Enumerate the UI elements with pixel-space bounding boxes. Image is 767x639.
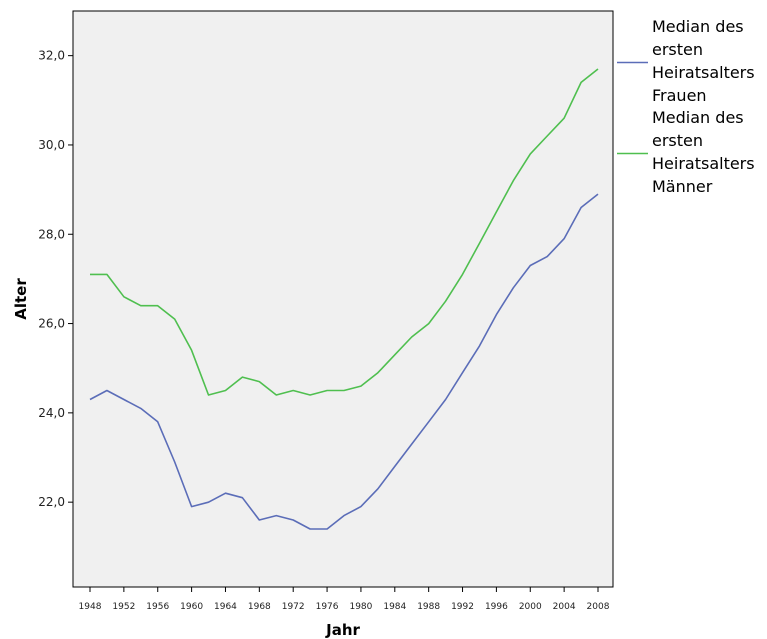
y-axis: 22,0 24,0 26,0 28,0 30,0 32,0 (38, 49, 73, 509)
x-tick-label: 2000 (519, 602, 542, 612)
x-tick-label: 2004 (553, 602, 576, 612)
x-tick-label: 1952 (112, 602, 135, 612)
legend-label-line: Median des (652, 17, 744, 36)
legend: Median des ersten Heiratsalters FrauenMedia… (617, 17, 755, 196)
x-tick-label: 1984 (383, 602, 406, 612)
x-tick-label: 1992 (451, 602, 474, 612)
legend-label-line: Frauen (652, 86, 707, 105)
legend-label-line: Median des (652, 108, 744, 127)
y-tick-label: 30,0 (38, 138, 65, 152)
x-tick-label: 1960 (180, 602, 203, 612)
y-tick-label: 32,0 (38, 49, 65, 63)
legend-label-line: Männer (652, 177, 713, 196)
legend-label-line: ersten (652, 40, 703, 59)
x-tick-label: 1988 (417, 602, 440, 612)
x-tick-label: 1996 (485, 602, 508, 612)
x-tick-label: 1980 (349, 602, 372, 612)
x-tick-label: 1968 (248, 602, 271, 612)
series-lines (89, 68, 599, 530)
y-axis-title: Alter (12, 278, 30, 320)
x-axis: 1948 1952 1956 1960 1964 1968 1972 1976 1980 1984… (79, 587, 610, 612)
legend-label: Median des ersten Heiratsalters Männer (652, 108, 755, 196)
x-tick-label: 1948 (79, 602, 102, 612)
legend-label-line: Heiratsalters (652, 154, 755, 173)
legend-label-line: Heiratsalters (652, 63, 755, 82)
plot-area (72, 10, 614, 588)
x-axis-title: Jahr (325, 621, 360, 639)
x-tick-label: 1972 (282, 602, 305, 612)
y-tick-label: 24,0 (38, 406, 65, 420)
x-tick-label: 1956 (146, 602, 169, 612)
legend-label-line: ersten (652, 131, 703, 150)
series-line-maenner (90, 68, 599, 396)
x-tick-label: 1964 (214, 602, 237, 612)
y-tick-label: 22,0 (38, 495, 65, 509)
series-line-frauen (89, 193, 599, 530)
y-tick-label: 28,0 (38, 227, 65, 241)
legend-label: Median des ersten Heiratsalters Frauen (652, 17, 755, 105)
y-tick-label: 26,0 (38, 317, 65, 331)
x-tick-label: 2008 (587, 602, 610, 612)
x-tick-label: 1976 (316, 602, 339, 612)
